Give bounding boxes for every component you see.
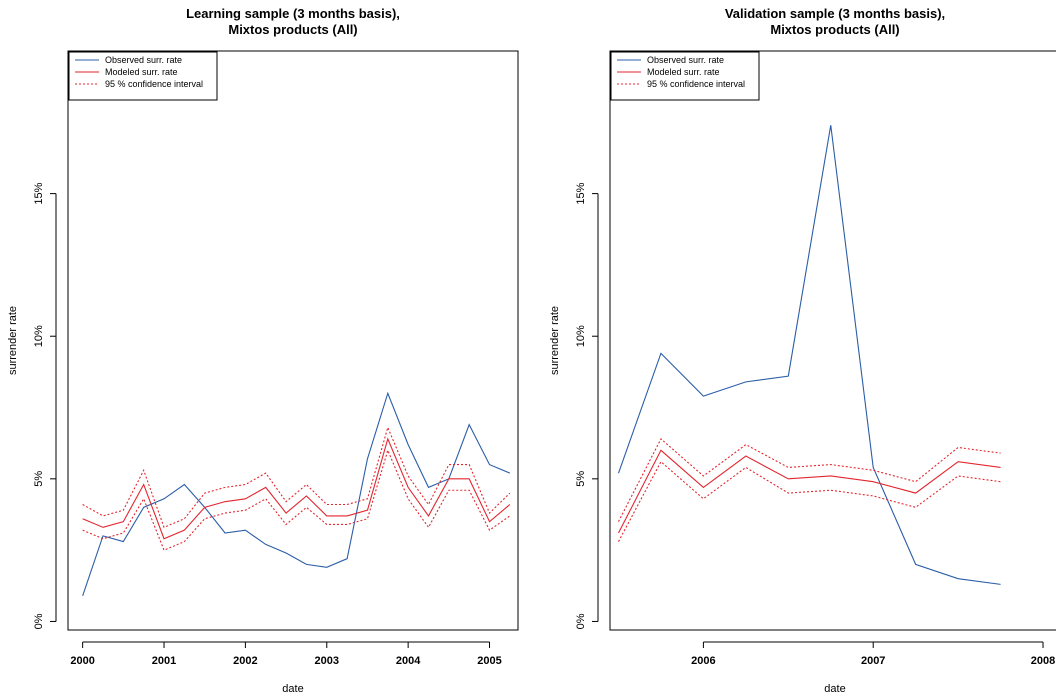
legend-item: Observed surr. rate	[105, 55, 182, 65]
x-tick-label: 2007	[861, 655, 885, 667]
x-axis-title: date	[282, 683, 303, 695]
y-axis: 0% 5% 10% 15%	[575, 182, 599, 629]
legend: Observed surr. rate Modeled surr. rate 95 …	[610, 51, 760, 101]
x-tick-label: 2008	[1031, 655, 1055, 667]
legend-item: 95 % confidence interval	[105, 79, 203, 89]
plot-frame	[609, 50, 1056, 631]
y-tick-label: 15%	[33, 182, 45, 204]
y-tick-label: 10%	[575, 325, 587, 347]
x-axis-title: date	[824, 683, 845, 695]
y-tick-label: 0%	[33, 613, 45, 629]
x-tick-label: 2004	[396, 655, 421, 667]
y-tick-label: 15%	[575, 182, 587, 204]
series-line-4	[82, 448, 511, 551]
y-tick-label: 5%	[33, 471, 45, 487]
legend-item: 95 % confidence interval	[647, 79, 745, 89]
y-axis-title: surrender rate	[549, 306, 561, 375]
y-tick-label: 0%	[575, 613, 587, 629]
legend-item: Modeled surr. rate	[647, 67, 720, 77]
chart-panel-2: Validation sample (3 months basis),Mixto…	[549, 6, 1056, 695]
y-axis: 0% 5% 10% 15%	[33, 182, 57, 629]
y-axis-title: surrender rate	[7, 306, 19, 375]
series-line-3	[82, 425, 511, 529]
x-tick-label: 2006	[691, 655, 715, 667]
y-tick-label: 5%	[575, 471, 587, 487]
legend: Observed surr. rate Modeled surr. rate 95 …	[68, 51, 218, 101]
chart-panel-1: Learning sample (3 months basis),Mixtos …	[7, 6, 519, 695]
series-line-2	[82, 437, 511, 540]
y-tick-label: 10%	[33, 325, 45, 347]
chart-subtitle: Mixtos products (All)	[228, 22, 357, 37]
x-tick-label: 2001	[152, 655, 176, 667]
x-tick-label: 2003	[315, 655, 339, 667]
series-line-2	[618, 449, 1001, 534]
series-line-3	[618, 438, 1001, 522]
x-axis: 2006 2007 2008	[691, 641, 1055, 667]
x-tick-label: 2005	[477, 655, 501, 667]
series-line-1	[617, 125, 1001, 585]
series-group	[617, 125, 1001, 585]
chart-title: Validation sample (3 months basis),	[725, 6, 945, 21]
series-group	[82, 391, 511, 596]
legend-item: Observed surr. rate	[647, 55, 724, 65]
series-line-1	[82, 391, 511, 596]
chart-subtitle: Mixtos products (All)	[770, 22, 899, 37]
x-axis: 2000 2001 2002 2003 2004 2005	[70, 641, 502, 667]
plot-frame	[67, 50, 519, 631]
legend-item: Modeled surr. rate	[105, 67, 178, 77]
series-line-4	[618, 460, 1001, 542]
x-tick-label: 2000	[70, 655, 94, 667]
x-tick-label: 2002	[233, 655, 257, 667]
chart-title: Learning sample (3 months basis),	[186, 6, 400, 21]
